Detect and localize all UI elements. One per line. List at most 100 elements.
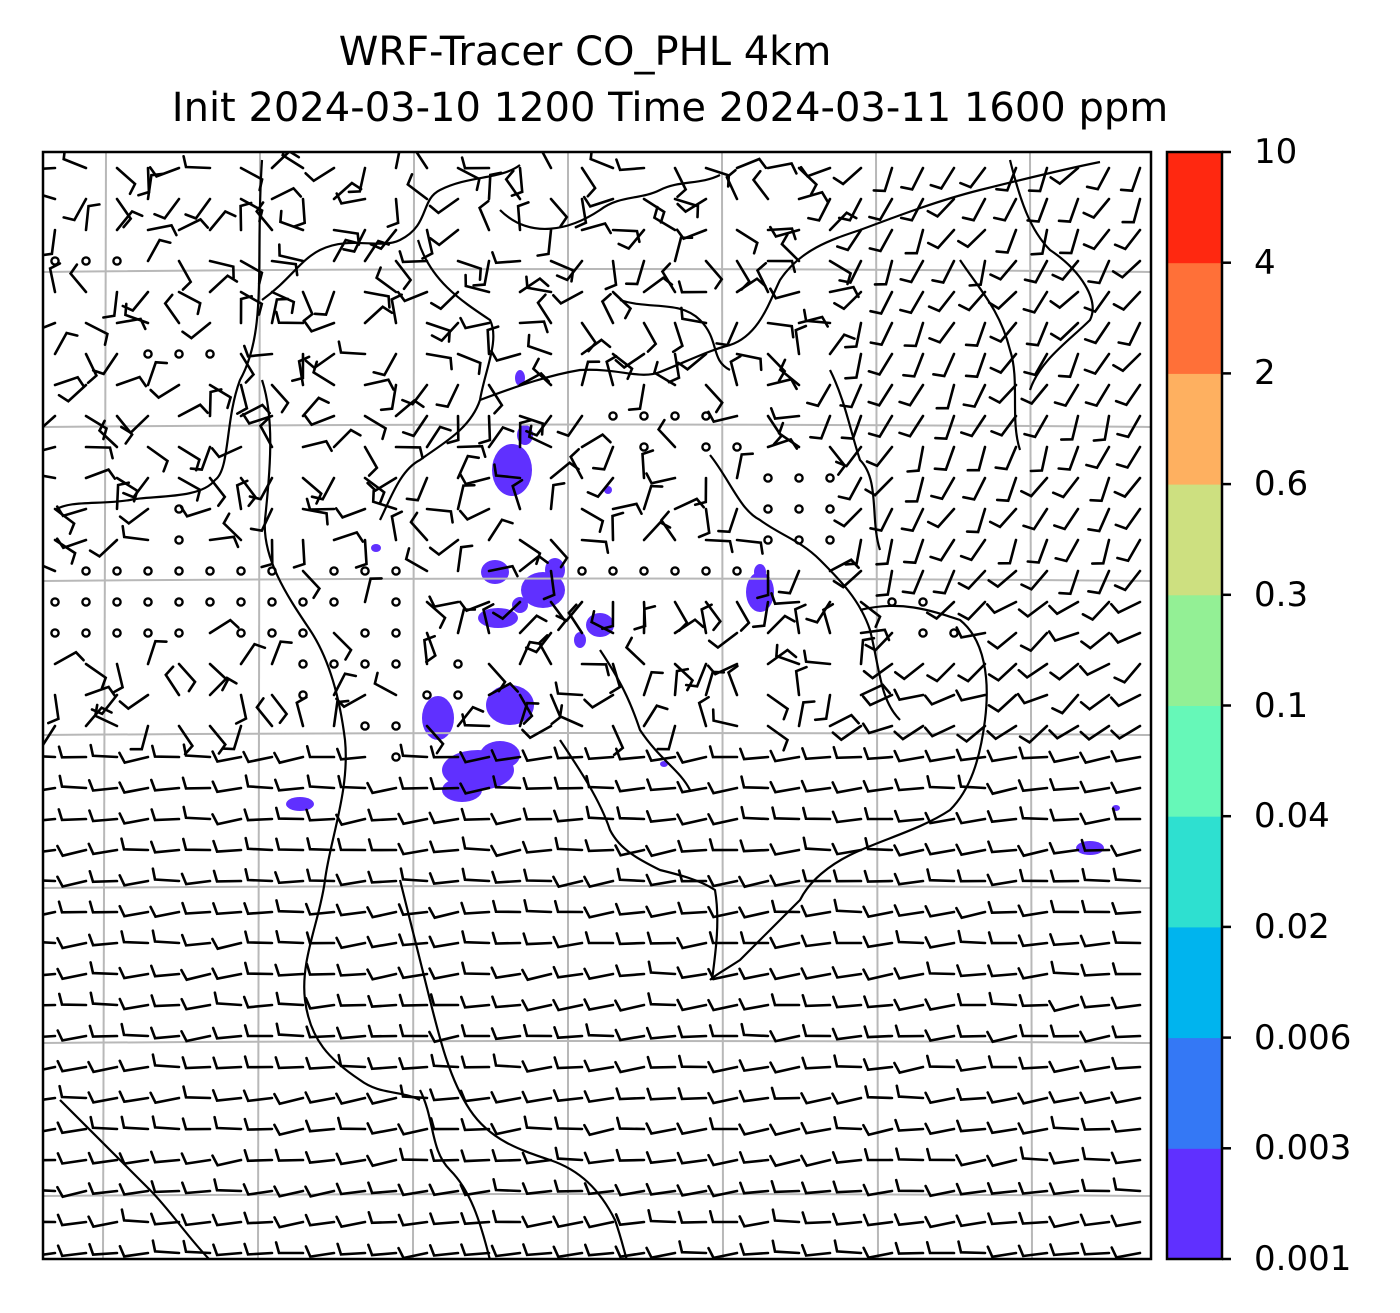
wind-barb: [1049, 290, 1080, 310]
wind-barb: [555, 600, 584, 623]
gridline-lon: [102, 152, 107, 1259]
gridline-lon: [721, 152, 724, 1259]
wind-barb: [239, 201, 253, 232]
wind-barb: [334, 507, 367, 519]
wind-barb: [1092, 414, 1111, 442]
wind-barb: [373, 671, 398, 697]
calm-wind-marker: [732, 566, 742, 576]
wind-barb: [118, 693, 150, 711]
wind-barb: [536, 293, 553, 325]
calm-wind-marker: [236, 566, 246, 576]
wind-barb: [258, 417, 274, 449]
wind-barb: [208, 209, 237, 232]
wind-barb: [275, 930, 305, 945]
wind-barb: [600, 292, 615, 325]
wind-barb: [446, 414, 460, 445]
wind-barb: [58, 774, 88, 790]
wind-barb: [831, 781, 863, 794]
calm-wind-marker: [639, 442, 649, 452]
wind-barb: [801, 869, 832, 883]
wind-barb: [524, 631, 553, 654]
wind-barb: [303, 321, 336, 333]
wind-barb: [115, 209, 144, 232]
colorbar-segment: [1167, 152, 1222, 264]
wind-barb: [491, 1209, 522, 1224]
wind-barb: [460, 156, 491, 170]
wind-barb: [422, 634, 436, 666]
wind-barb: [1083, 321, 1111, 345]
wind-barb: [708, 1210, 739, 1224]
wind-barb: [337, 1116, 367, 1131]
wind-barb: [770, 993, 801, 1007]
wind-barb: [697, 695, 710, 728]
wind-barb: [794, 324, 808, 356]
wind-barb: [898, 414, 925, 438]
wind-barb: [800, 1154, 832, 1168]
wind-barb: [332, 631, 353, 661]
wind-barb: [956, 1024, 987, 1038]
wind-barb: [955, 843, 987, 857]
wind-barb: [244, 961, 274, 976]
wind-barb: [429, 1117, 460, 1131]
wind-barb: [1020, 569, 1049, 591]
wind-barb: [428, 872, 460, 885]
wind-barb: [769, 225, 801, 239]
wind-barb: [429, 745, 460, 759]
wind-barb: [735, 600, 751, 632]
wind-barb: [1048, 600, 1080, 616]
wind-barb: [208, 724, 227, 755]
wind-barb: [1048, 1091, 1080, 1104]
wind-barb: [614, 1060, 646, 1074]
wind-barb: [406, 173, 429, 201]
wind-barb: [270, 383, 290, 414]
wind-barb: [363, 414, 388, 441]
wind-barb: [182, 155, 212, 170]
wind-barb: [336, 1242, 367, 1256]
wind-barb: [537, 634, 553, 666]
wind-barb: [989, 352, 1018, 375]
wind-barb: [150, 994, 181, 1008]
wind-barb: [55, 505, 88, 518]
wind-barb: [738, 967, 770, 981]
wind-barb: [678, 1240, 708, 1255]
wind-barb: [274, 871, 305, 885]
wind-barb: [208, 476, 227, 507]
wind-barb: [526, 333, 553, 356]
wind-barb: [708, 931, 739, 945]
wind-barb: [521, 1215, 553, 1229]
wind-barb: [988, 383, 1018, 405]
wind-barb: [146, 360, 169, 387]
calm-wind-marker: [670, 411, 680, 421]
wind-barb: [523, 899, 553, 914]
wind-barb: [617, 228, 646, 251]
wind-barb: [1083, 290, 1111, 314]
wind-barb: [492, 899, 522, 914]
wind-barb: [924, 905, 956, 918]
colorbar-tick-label: 0.02: [1254, 906, 1330, 947]
wind-barb: [153, 197, 181, 220]
wind-barb: [833, 507, 863, 528]
wind-barb: [766, 321, 795, 339]
wind-barb: [902, 538, 925, 565]
wind-barb: [522, 807, 553, 821]
wind-barb: [1111, 807, 1142, 821]
wind-barb: [87, 779, 119, 792]
wind-barb: [995, 476, 1018, 503]
wind-barb: [212, 1243, 243, 1257]
wind-barb: [1114, 507, 1142, 531]
wind-barb: [1030, 228, 1049, 256]
wind-barb: [926, 1147, 956, 1162]
wind-barb: [292, 538, 306, 569]
wind-barb: [676, 751, 708, 764]
wind-barb: [924, 1029, 956, 1042]
wind-barb: [1048, 1215, 1080, 1229]
wind-barb: [281, 152, 305, 170]
wind-barb: [645, 810, 677, 824]
wind-barb: [337, 837, 367, 852]
wind-barb: [460, 1212, 491, 1226]
wind-barb: [521, 1090, 553, 1104]
wind-barb: [460, 995, 491, 1009]
wind-barb: [148, 166, 181, 178]
wind-barb: [491, 870, 522, 884]
calm-wind-marker: [143, 349, 153, 359]
